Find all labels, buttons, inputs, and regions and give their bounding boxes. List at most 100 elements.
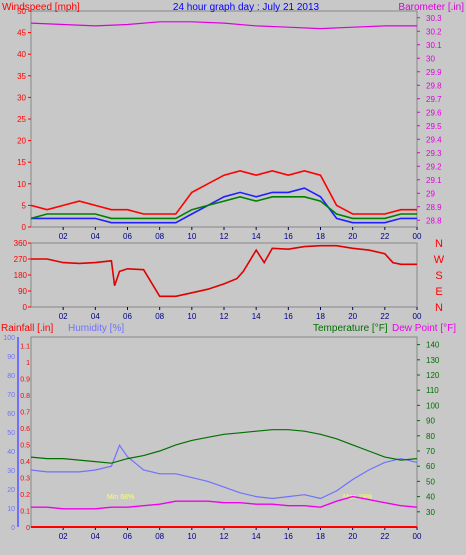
wind-y-tick-label: 35 bbox=[17, 72, 26, 81]
x-tick-label: 00 bbox=[413, 312, 422, 321]
rainfall-y-tick-label: 1 bbox=[26, 360, 30, 367]
rainfall-y-tick-label: 0.3 bbox=[20, 475, 30, 482]
humidity-y-tick-label: 100 bbox=[3, 335, 15, 342]
barometer-line bbox=[30, 21, 417, 30]
barometer-y-tick-label: 28.8 bbox=[426, 216, 442, 225]
windspeed-label: Windspeed [mph] bbox=[2, 2, 80, 13]
wind-title: 24 hour graph day : July 21 2013 bbox=[173, 2, 320, 13]
rainfall-y-tick-label: 0.2 bbox=[20, 492, 30, 499]
x-tick-label: 08 bbox=[155, 312, 164, 321]
x-tick-label: 10 bbox=[187, 532, 196, 541]
x-tick-label: 08 bbox=[155, 232, 164, 241]
x-tick-label: 04 bbox=[91, 532, 100, 541]
humidity-min-annotation: Min 68% bbox=[107, 494, 134, 501]
x-tick-label: 00 bbox=[413, 532, 422, 541]
compass-label: N bbox=[435, 302, 443, 314]
barometer-y-tick-label: 29.4 bbox=[426, 135, 442, 144]
x-tick-label: 14 bbox=[252, 532, 261, 541]
humidity-y-tick-label: 40 bbox=[7, 449, 15, 456]
barometer-y-tick-label: 29.3 bbox=[426, 149, 442, 158]
barometer-y-tick-label: 30.1 bbox=[426, 41, 442, 50]
barometer-y-tick-label: 30.2 bbox=[426, 27, 442, 36]
compass-label: N bbox=[435, 238, 443, 250]
direction-plot-area bbox=[30, 242, 418, 308]
wind-average-line bbox=[31, 187, 417, 224]
x-tick-label: 16 bbox=[284, 232, 293, 241]
x-tick-label: 16 bbox=[284, 532, 293, 541]
temperature-y-tick-label: 140 bbox=[426, 341, 440, 350]
rainfall-y-tick-label: 0.9 bbox=[20, 376, 30, 383]
wind-y-tick-label: 5 bbox=[22, 201, 27, 210]
x-tick-label: 08 bbox=[155, 532, 164, 541]
barometer-y-tick-label: 29.5 bbox=[426, 122, 442, 131]
rainfall-y-tick-label: 0 bbox=[26, 525, 30, 532]
compass-label: S bbox=[435, 270, 442, 282]
barometer-y-tick-label: 29.6 bbox=[426, 108, 442, 117]
humidity-y-tick-label: 80 bbox=[7, 373, 15, 380]
wind-y-tick-label: 40 bbox=[17, 50, 26, 59]
humidity-y-tick-label: 30 bbox=[7, 468, 15, 475]
barometer-y-tick-label: 28.9 bbox=[426, 203, 442, 212]
humidity-y-tick-label: 90 bbox=[7, 354, 15, 361]
x-tick-label: 12 bbox=[220, 532, 229, 541]
temperature-label: Temperature [°F] bbox=[313, 323, 388, 334]
wind-y-tick-label: 20 bbox=[17, 137, 26, 146]
rainfall-label: Rainfall [.in] bbox=[1, 323, 53, 334]
temperature-y-tick-label: 40 bbox=[426, 493, 435, 502]
barometer-y-tick-label: 29.7 bbox=[426, 95, 442, 104]
x-tick-label: 18 bbox=[316, 532, 325, 541]
x-tick-label: 22 bbox=[380, 532, 389, 541]
x-tick-label: 02 bbox=[59, 232, 68, 241]
humidity-line bbox=[30, 444, 418, 500]
humidity-y-tick-label: 50 bbox=[7, 430, 15, 437]
x-tick-label: 06 bbox=[123, 232, 132, 241]
barometer-y-tick-label: 29.8 bbox=[426, 81, 442, 90]
barometer-label: Barometer [.in] bbox=[398, 2, 464, 13]
wind-direction-line bbox=[31, 244, 417, 298]
x-tick-label: 20 bbox=[348, 232, 357, 241]
x-tick-label: 20 bbox=[348, 312, 357, 321]
x-tick-label: 02 bbox=[59, 532, 68, 541]
rainfall-y-tick-label: 0.7 bbox=[20, 409, 30, 416]
x-tick-label: 04 bbox=[91, 312, 100, 321]
x-tick-label: 06 bbox=[123, 532, 132, 541]
wind-gust-line bbox=[30, 169, 417, 215]
x-tick-label: 22 bbox=[380, 312, 389, 321]
compass-label: E bbox=[435, 286, 442, 298]
barometer-y-tick-label: 29.1 bbox=[426, 176, 442, 185]
x-tick-label: 14 bbox=[252, 312, 261, 321]
humidity-y-tick-label: 10 bbox=[7, 506, 15, 513]
rainfall-y-tick-label: 0.8 bbox=[20, 393, 30, 400]
rainfall-y-tick-label: 0.1 bbox=[20, 508, 30, 515]
temperature-line bbox=[30, 429, 418, 464]
rainfall-y-tick-label: 1.1 bbox=[20, 343, 30, 350]
x-tick-label: 04 bbox=[91, 232, 100, 241]
barometer-y-tick-label: 29.2 bbox=[426, 162, 442, 171]
barometer-y-tick-label: 30.3 bbox=[426, 14, 442, 23]
temperature-y-tick-label: 30 bbox=[426, 508, 435, 517]
temperature-y-tick-label: 60 bbox=[426, 462, 435, 471]
rainfall-y-tick-label: 0.6 bbox=[20, 426, 30, 433]
humidity-y-tick-label: 60 bbox=[7, 411, 15, 418]
temperature-y-tick-label: 80 bbox=[426, 432, 435, 441]
dewpoint-label: Dew Point [°F] bbox=[392, 323, 456, 334]
direction-y-tick-label: 360 bbox=[14, 239, 28, 248]
x-tick-label: 22 bbox=[380, 232, 389, 241]
humidity-y-tick-label: 0 bbox=[11, 525, 15, 532]
temperature-y-tick-label: 50 bbox=[426, 477, 435, 486]
x-tick-label: 12 bbox=[220, 232, 229, 241]
temperature-y-tick-label: 90 bbox=[426, 417, 435, 426]
barometer-y-tick-label: 30 bbox=[426, 54, 435, 63]
wind-y-tick-label: 15 bbox=[17, 158, 26, 167]
rainfall-y-tick-label: 0.4 bbox=[20, 459, 30, 466]
x-tick-label: 10 bbox=[187, 312, 196, 321]
wind-y-tick-label: 50 bbox=[17, 7, 26, 16]
x-tick-label: 06 bbox=[123, 312, 132, 321]
temperature-y-tick-label: 100 bbox=[426, 401, 440, 410]
windspeed-line bbox=[30, 195, 417, 220]
x-tick-label: 14 bbox=[252, 232, 261, 241]
humidity-y-tick-label: 20 bbox=[7, 487, 15, 494]
x-tick-label: 18 bbox=[316, 232, 325, 241]
